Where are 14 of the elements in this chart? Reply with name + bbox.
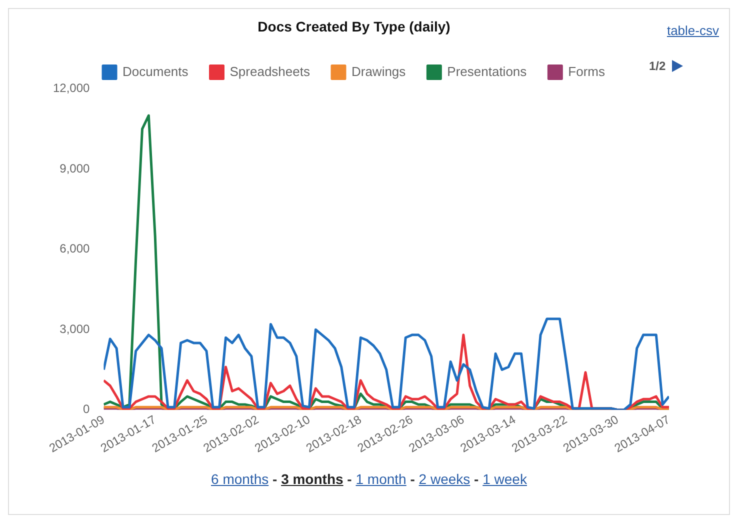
- y-tick-label: 3,000: [60, 322, 90, 336]
- y-tick-label: 6,000: [60, 242, 90, 256]
- legend-label: Documents: [122, 64, 189, 79]
- text: table-csv: [666, 23, 719, 38]
- y-tick-label: 12,000: [53, 81, 90, 96]
- chart-title: Docs Created By Type (daily): [258, 18, 450, 34]
- legend-label: Presentations: [447, 64, 528, 79]
- text: 1/2: [649, 59, 666, 73]
- legend-label: Drawings: [351, 64, 406, 79]
- text: 6 months - 3 months - 1 month - 2 weeks - 1 week: [211, 471, 527, 487]
- y-tick-label: 9,000: [60, 161, 90, 176]
- y-tick-label: 0: [83, 402, 90, 416]
- legend-label: Forms: [568, 64, 606, 79]
- legend-label: Spreadsheets: [230, 64, 310, 79]
